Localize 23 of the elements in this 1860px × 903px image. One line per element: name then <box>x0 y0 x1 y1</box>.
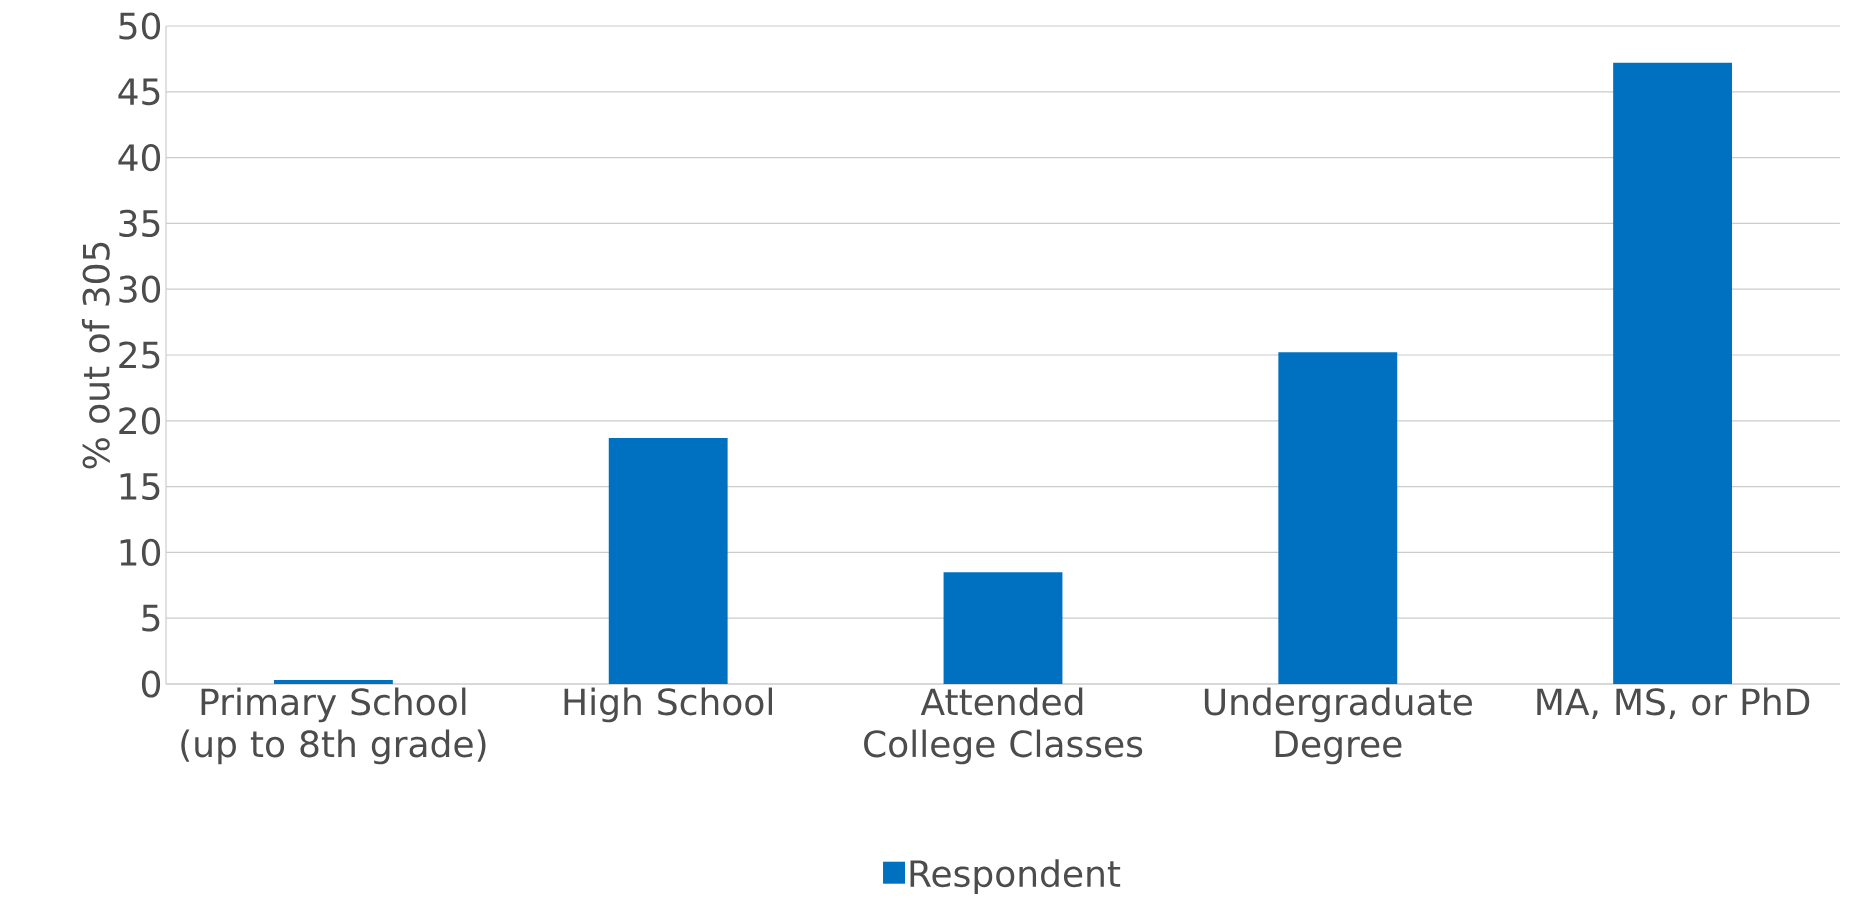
y-tick-label: 10 <box>120 538 161 567</box>
x-tick-label: Undergraduate Degree <box>1204 687 1472 765</box>
y-tick-label: 5 <box>142 604 160 632</box>
bar <box>1278 352 1398 684</box>
y-axis-title: % out of 305 <box>81 242 110 469</box>
y-tick-label: 25 <box>119 341 160 369</box>
legend-label: Respondent <box>910 859 1121 895</box>
y-tick-label: 50 <box>119 12 161 40</box>
bar <box>273 680 393 684</box>
y-tick-label: 20 <box>119 407 161 435</box>
y-tick-label: 40 <box>118 144 161 172</box>
x-tick-label: Attended College Classes <box>864 687 1143 765</box>
y-tick-label: 35 <box>119 209 160 238</box>
x-tick-label: MA, MS, or PhD <box>1537 687 1810 720</box>
y-tick-label: 0 <box>141 670 161 698</box>
x-tick-label: Primary School (up to 8th grade) <box>181 687 486 765</box>
x-tick-label: High School <box>564 687 772 723</box>
y-tick-label: 45 <box>118 78 160 106</box>
y-tick-label: 30 <box>119 275 161 303</box>
bar <box>1613 62 1733 684</box>
bar <box>943 572 1063 684</box>
bar <box>608 437 728 684</box>
y-tick-label: 15 <box>120 473 160 500</box>
